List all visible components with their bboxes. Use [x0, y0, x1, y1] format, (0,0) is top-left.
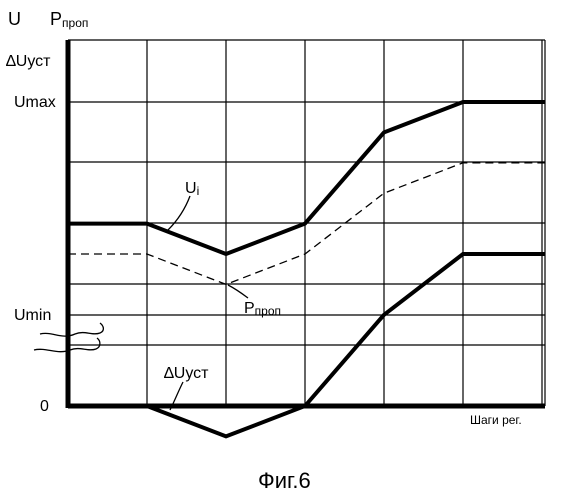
series-label-pprop-main: P — [244, 300, 255, 317]
y-label-zero: 0 — [40, 398, 49, 415]
axis-title-p-sub: проп — [62, 16, 88, 30]
y-label-umin: Umin — [14, 307, 51, 324]
axis-title-p-main: P — [50, 9, 62, 29]
series-label-ui-main: U — [185, 180, 197, 197]
axis-break-squiggle-upper — [40, 323, 103, 336]
figure-caption: Фиг.6 — [258, 468, 311, 493]
series-label-pprop-leader — [228, 285, 248, 298]
series-label-ui-leader — [168, 196, 190, 230]
series-label-dusty: ∆Uуст — [164, 365, 209, 382]
axis-title-u: U — [8, 9, 21, 29]
series-label-pprop-sub: проп — [255, 304, 281, 318]
y-label-umax: Umax — [14, 94, 56, 111]
series-label-pprop: Pпроп — [244, 300, 281, 318]
chart-series — [68, 102, 545, 436]
series-label-ui: Ui — [185, 180, 199, 198]
axis-title-p: Pпроп — [50, 9, 88, 30]
y-label-dusty: ∆Uуст — [6, 53, 51, 70]
series-line-0 — [68, 102, 545, 254]
series-label-ui-sub: i — [197, 184, 200, 198]
x-axis-title: Шаги рег. — [470, 413, 522, 427]
